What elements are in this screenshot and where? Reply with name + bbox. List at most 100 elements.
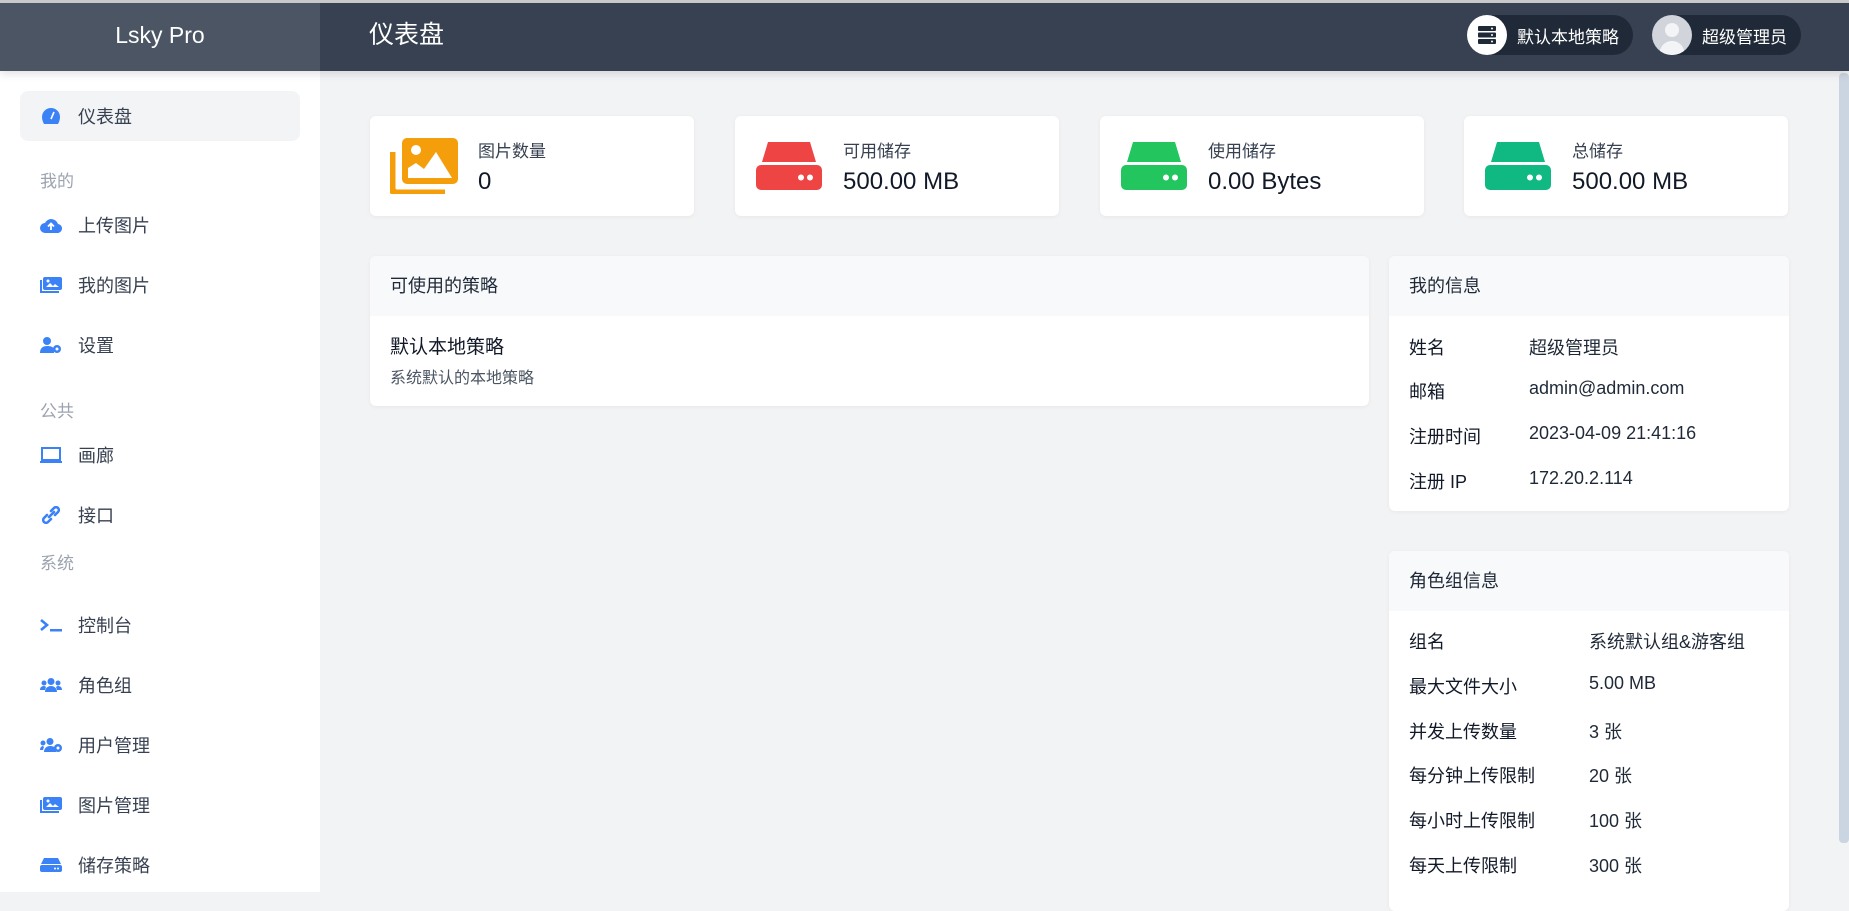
user-cog-icon: [40, 335, 62, 355]
sidebar-item-label: 接口: [78, 506, 114, 526]
hdd-icon: [755, 136, 823, 196]
images-icon: [390, 136, 458, 196]
stat-value: 500.00 MB: [843, 167, 960, 195]
card-title: 可使用的策略: [370, 256, 1369, 316]
group-row: 并发上传数量 3 张: [1409, 718, 1622, 744]
sidebar-item-label: 控制台: [78, 616, 132, 636]
stat-label: 可用储存: [843, 141, 911, 161]
info-value: 3 张: [1589, 722, 1623, 742]
sidebar-item-label: 角色组: [78, 676, 132, 696]
info-value: 系统默认组&游客组: [1589, 632, 1746, 652]
stat-card-available-storage: 可用储存 500.00 MB: [735, 116, 1059, 216]
strategy-switch-button[interactable]: 默认本地策略: [1467, 15, 1633, 55]
stat-value: 0.00 Bytes: [1208, 167, 1322, 195]
info-label: 最大文件大小: [1409, 677, 1517, 697]
sidebar-item-storage-strategy[interactable]: 储存策略: [20, 840, 300, 890]
hdd-icon: [40, 855, 62, 875]
group-info-card: 角色组信息 组名 系统默认组&游客组 最大文件大小 5.00 MB 并发上传数量 3 …: [1389, 551, 1789, 911]
terminal-icon: [40, 615, 62, 635]
sidebar-item-label: 用户管理: [78, 736, 150, 756]
sidebar-item-label: 图片管理: [78, 796, 150, 816]
stat-label: 图片数量: [478, 141, 546, 161]
images-icon: [40, 275, 62, 295]
sidebar-item-label: 设置: [78, 336, 114, 356]
group-row: 最大文件大小 5.00 MB: [1409, 673, 1656, 699]
sidebar-item-user-management[interactable]: 用户管理: [20, 720, 300, 770]
info-label: 邮箱: [1409, 382, 1445, 402]
gauge-icon: [40, 106, 62, 126]
info-value: 300 张: [1589, 856, 1643, 876]
user-name: 超级管理员: [1702, 27, 1787, 47]
info-value: 2023-04-09 21:41:16: [1529, 423, 1697, 443]
stat-value: 0: [478, 167, 492, 195]
info-label: 每小时上传限制: [1409, 811, 1535, 831]
window-top-border: [0, 0, 1849, 3]
stat-label: 使用储存: [1208, 141, 1276, 161]
sidebar-item-roles[interactable]: 角色组: [20, 660, 300, 710]
info-row-name: 姓名 超级管理员: [1409, 334, 1619, 360]
top-header: Lsky Pro 仪表盘 默认本地策略 超级管理员: [0, 0, 1849, 71]
scrollbar[interactable]: [1839, 73, 1849, 843]
info-label: 注册 IP: [1409, 472, 1468, 492]
info-label: 每天上传限制: [1409, 856, 1517, 876]
page-title: 仪表盘: [369, 21, 445, 49]
section-label-public: 公共: [40, 402, 74, 421]
sidebar-item-upload[interactable]: 上传图片: [20, 200, 300, 250]
strategies-card: 可使用的策略 默认本地策略 系统默认的本地策略: [370, 256, 1369, 406]
stat-value: 500.00 MB: [1572, 167, 1689, 195]
strategy-name: 默认本地策略: [390, 337, 505, 358]
sidebar-item-settings[interactable]: 设置: [20, 320, 300, 370]
hdd-icon: [1120, 136, 1188, 196]
card-title: 角色组信息: [1389, 551, 1789, 611]
sidebar-item-console[interactable]: 控制台: [20, 600, 300, 650]
my-info-card: 我的信息 姓名 超级管理员 邮箱 admin@admin.com 注册时间 2023-…: [1389, 256, 1789, 511]
info-value: 172.20.2.114: [1529, 468, 1633, 488]
info-label: 组名: [1409, 632, 1445, 652]
sidebar-item-my-images[interactable]: 我的图片: [20, 260, 300, 310]
sidebar-item-api[interactable]: 接口: [20, 490, 300, 540]
users-cog-icon: [40, 735, 62, 755]
card-title: 我的信息: [1389, 256, 1789, 316]
stat-card-image-count: 图片数量 0: [370, 116, 694, 216]
group-row: 每天上传限制 300 张: [1409, 852, 1642, 878]
info-label: 注册时间: [1409, 427, 1481, 447]
link-icon: [40, 505, 62, 525]
images-icon: [40, 795, 62, 815]
info-label: 并发上传数量: [1409, 722, 1517, 742]
info-value: 100 张: [1589, 811, 1643, 831]
strategy-label: 默认本地策略: [1517, 27, 1619, 47]
user-menu-button[interactable]: 超级管理员: [1652, 15, 1801, 55]
server-icon: [1467, 15, 1507, 55]
info-row-registered-at: 注册时间 2023-04-09 21:41:16: [1409, 423, 1696, 449]
users-icon: [40, 675, 62, 695]
hdd-icon: [1484, 136, 1552, 196]
section-label-system: 系统: [40, 554, 74, 573]
stat-card-total-storage: 总储存 500.00 MB: [1464, 116, 1788, 216]
strategy-description: 系统默认的本地策略: [390, 370, 535, 387]
logo[interactable]: Lsky Pro: [0, 0, 320, 71]
cloud-upload-icon: [40, 215, 62, 235]
info-label: 每分钟上传限制: [1409, 766, 1535, 786]
info-row-registered-ip: 注册 IP 172.20.2.114: [1409, 468, 1633, 494]
group-row: 组名 系统默认组&游客组: [1409, 628, 1745, 654]
info-row-email: 邮箱 admin@admin.com: [1409, 378, 1684, 404]
sidebar-item-label: 仪表盘: [78, 107, 132, 127]
sidebar: 仪表盘 我的 上传图片 我的图片 设置 公共 画廊 接口 系统 控制台 角色组 …: [0, 71, 320, 892]
sidebar-item-label: 画廊: [78, 446, 114, 466]
info-value: admin@admin.com: [1529, 378, 1685, 398]
laptop-icon: [40, 445, 62, 465]
group-row: 每小时上传限制 100 张: [1409, 807, 1642, 833]
avatar: [1652, 15, 1692, 55]
section-label-mine: 我的: [40, 172, 74, 191]
sidebar-item-label: 上传图片: [78, 216, 150, 236]
sidebar-item-dashboard[interactable]: 仪表盘: [20, 91, 300, 141]
stat-card-used-storage: 使用储存 0.00 Bytes: [1100, 116, 1424, 216]
group-row: 每分钟上传限制 20 张: [1409, 762, 1632, 788]
info-value: 超级管理员: [1529, 338, 1619, 358]
sidebar-item-gallery[interactable]: 画廊: [20, 430, 300, 480]
info-value: 20 张: [1589, 766, 1633, 786]
sidebar-item-image-management[interactable]: 图片管理: [20, 780, 300, 830]
sidebar-item-label: 储存策略: [78, 856, 150, 876]
info-value: 5.00 MB: [1589, 673, 1657, 693]
info-label: 姓名: [1409, 338, 1445, 358]
